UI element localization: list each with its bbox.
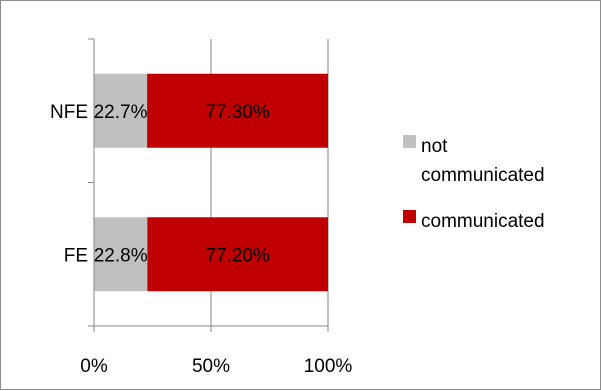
legend-swatch: [403, 135, 416, 148]
data-label: 22.7%: [94, 102, 148, 123]
x-tick-label: 100%: [304, 356, 353, 377]
legend: not communicated communicated: [403, 135, 545, 232]
bar-segment: [147, 217, 328, 292]
bar-segment: [94, 73, 148, 148]
axes: [88, 38, 329, 332]
category-label: NFE: [50, 102, 88, 123]
bar-segment: [147, 73, 328, 148]
x-tick-label: 50%: [192, 356, 230, 377]
x-tick-label: 0%: [80, 356, 108, 377]
legend-label: communicated: [421, 211, 545, 232]
data-label: 77.20%: [205, 245, 270, 266]
legend-swatch: [403, 210, 416, 223]
bars: [94, 73, 328, 292]
data-label: 77.30%: [205, 102, 270, 123]
category-label: FE: [64, 245, 88, 266]
labels: 22.7% 77.30% NFE 22.8% 77.20% FE 0% 50% 100%: [50, 102, 352, 377]
data-label: 22.8%: [94, 245, 148, 266]
legend-label: not: [421, 136, 448, 157]
legend-label: communicated: [421, 165, 545, 186]
bar-segment: [94, 217, 148, 292]
